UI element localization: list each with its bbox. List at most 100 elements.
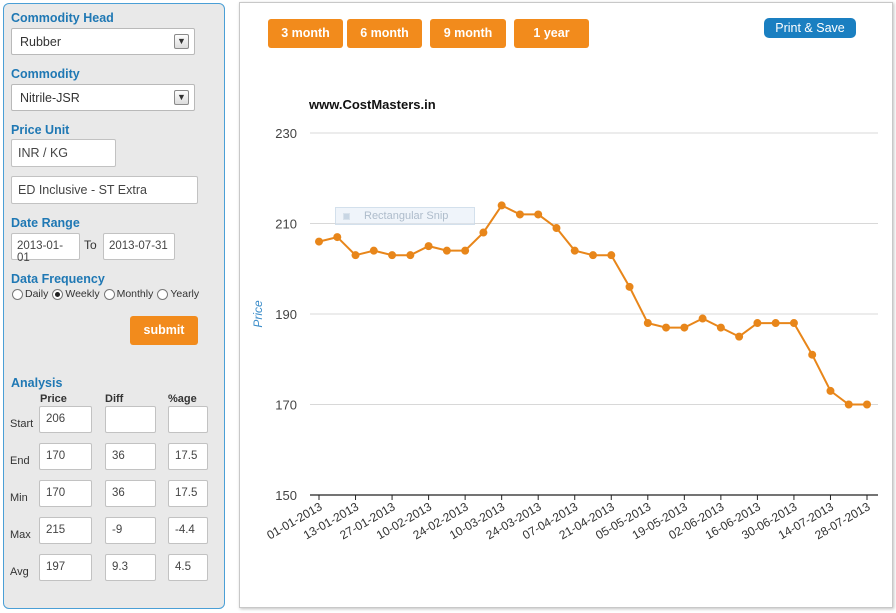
price-series-line bbox=[318, 204, 867, 406]
analysis-min-pct[interactable]: 17.5 bbox=[168, 480, 208, 507]
data-point bbox=[844, 400, 853, 409]
analysis-end-pct[interactable]: 17.5 bbox=[168, 443, 208, 470]
frequency-radio-group: Daily Weekly Monthly Yearly bbox=[10, 288, 199, 300]
price-unit-field[interactable]: INR / KG bbox=[11, 139, 116, 167]
data-point bbox=[552, 224, 561, 233]
data-point bbox=[643, 319, 652, 328]
y-tick-label: 230 bbox=[275, 126, 297, 141]
chevron-down-icon[interactable]: ▼ bbox=[174, 90, 189, 105]
radio-yearly[interactable] bbox=[157, 288, 169, 300]
data-point bbox=[662, 323, 671, 332]
data-point bbox=[497, 201, 506, 210]
analysis-row-label: Max bbox=[10, 529, 31, 541]
data-point bbox=[479, 228, 488, 237]
data-point bbox=[424, 242, 433, 251]
y-axis-label: Price bbox=[251, 300, 265, 328]
data-point bbox=[351, 251, 360, 260]
analysis-row-label: Avg bbox=[10, 566, 29, 578]
date-from-field[interactable]: 2013-01-01 bbox=[11, 233, 80, 264]
data-point bbox=[808, 350, 817, 359]
filter-sidebar: Commodity Head Rubber ▼ Commodity Nitril… bbox=[3, 3, 225, 609]
analysis-max-price[interactable]: 215 bbox=[39, 517, 92, 544]
print-save-button[interactable]: Print & Save bbox=[764, 18, 856, 38]
data-point bbox=[388, 251, 397, 260]
data-point bbox=[735, 332, 744, 341]
data-point bbox=[771, 319, 780, 328]
chart-title: www.CostMasters.in bbox=[309, 97, 436, 112]
analysis-min-price[interactable]: 170 bbox=[39, 480, 92, 507]
price-line-chart: 15017019021023001-01-201313-01-201327-01… bbox=[251, 126, 878, 542]
data-point bbox=[826, 386, 835, 395]
data-point bbox=[534, 210, 543, 219]
radio-weekly-label: Weekly bbox=[65, 288, 100, 300]
chart-panel: 3 month 6 month 9 month 1 year Print & S… bbox=[239, 2, 893, 608]
data-point bbox=[753, 319, 762, 328]
analysis-start-pct[interactable] bbox=[168, 406, 208, 433]
commodity-label: Commodity bbox=[11, 67, 80, 81]
date-to-field[interactable]: 2013-07-31 bbox=[103, 233, 175, 260]
analysis-max-pct[interactable]: -4.4 bbox=[168, 517, 208, 544]
radio-daily[interactable] bbox=[12, 288, 23, 300]
data-point bbox=[863, 400, 871, 409]
radio-monthly-label: Monthly bbox=[116, 288, 154, 300]
data-point bbox=[333, 233, 342, 242]
snip-icon bbox=[343, 213, 350, 220]
analysis-start-price[interactable]: 206 bbox=[39, 406, 92, 433]
data-frequency-label: Data Frequency bbox=[11, 272, 105, 286]
data-point bbox=[315, 237, 323, 246]
data-point bbox=[789, 319, 798, 328]
commodity-head-value: Rubber bbox=[20, 35, 61, 49]
data-point bbox=[369, 246, 378, 255]
submit-button[interactable]: submit bbox=[130, 316, 198, 345]
y-tick-label: 170 bbox=[275, 398, 297, 413]
y-tick-label: 210 bbox=[275, 217, 297, 232]
analysis-avg-pct[interactable]: 4.5 bbox=[168, 554, 208, 581]
analysis-col-diff: Diff bbox=[105, 393, 124, 405]
date-range-label: Date Range bbox=[11, 216, 80, 230]
analysis-avg-diff[interactable]: 9.3 bbox=[105, 554, 156, 581]
radio-daily-label: Daily bbox=[25, 288, 49, 300]
tax-basis-field[interactable]: ED Inclusive - ST Extra bbox=[11, 176, 198, 204]
y-tick-label: 150 bbox=[275, 488, 297, 503]
data-point bbox=[461, 246, 470, 255]
analysis-avg-price[interactable]: 197 bbox=[39, 554, 92, 581]
analysis-row-label: Min bbox=[10, 492, 28, 504]
data-point bbox=[716, 323, 725, 332]
range-9-month-button[interactable]: 9 month bbox=[430, 19, 506, 48]
commodity-select[interactable]: Nitrile-JSR ▼ bbox=[11, 84, 195, 111]
data-point bbox=[406, 251, 415, 260]
range-3-month-button[interactable]: 3 month bbox=[268, 19, 343, 48]
analysis-row-label: Start bbox=[10, 418, 34, 430]
analysis-label: Analysis bbox=[11, 376, 63, 390]
data-point bbox=[589, 251, 597, 260]
data-point bbox=[680, 323, 689, 332]
analysis-end-price[interactable]: 170 bbox=[39, 443, 92, 470]
radio-yearly-label: Yearly bbox=[170, 288, 200, 300]
analysis-max-diff[interactable]: -9 bbox=[105, 517, 156, 544]
radio-weekly[interactable] bbox=[52, 288, 64, 300]
analysis-col-price: Price bbox=[40, 393, 67, 405]
analysis-min-diff[interactable]: 36 bbox=[105, 480, 156, 507]
rectangular-snip-overlay: Rectangular Snip bbox=[335, 207, 475, 225]
commodity-head-label: Commodity Head bbox=[11, 11, 114, 25]
analysis-end-diff[interactable]: 36 bbox=[105, 443, 156, 470]
analysis-col-pct: %age bbox=[168, 393, 197, 405]
data-point bbox=[515, 210, 524, 219]
range-6-month-button[interactable]: 6 month bbox=[347, 19, 422, 48]
analysis-start-diff[interactable] bbox=[105, 406, 156, 433]
snip-label: Rectangular Snip bbox=[364, 210, 449, 222]
date-to-label: To bbox=[84, 238, 97, 252]
chevron-down-icon[interactable]: ▼ bbox=[174, 34, 189, 49]
radio-monthly[interactable] bbox=[103, 288, 115, 300]
data-point bbox=[698, 314, 707, 323]
data-point bbox=[570, 246, 579, 255]
price-unit-label: Price Unit bbox=[11, 123, 70, 137]
data-point bbox=[625, 282, 634, 291]
range-1-year-button[interactable]: 1 year bbox=[514, 19, 589, 48]
data-point bbox=[607, 251, 616, 260]
analysis-row-label: End bbox=[10, 455, 30, 467]
y-tick-label: 190 bbox=[275, 307, 297, 322]
data-point bbox=[442, 246, 451, 255]
commodity-value: Nitrile-JSR bbox=[20, 91, 80, 105]
commodity-head-select[interactable]: Rubber ▼ bbox=[11, 28, 195, 55]
